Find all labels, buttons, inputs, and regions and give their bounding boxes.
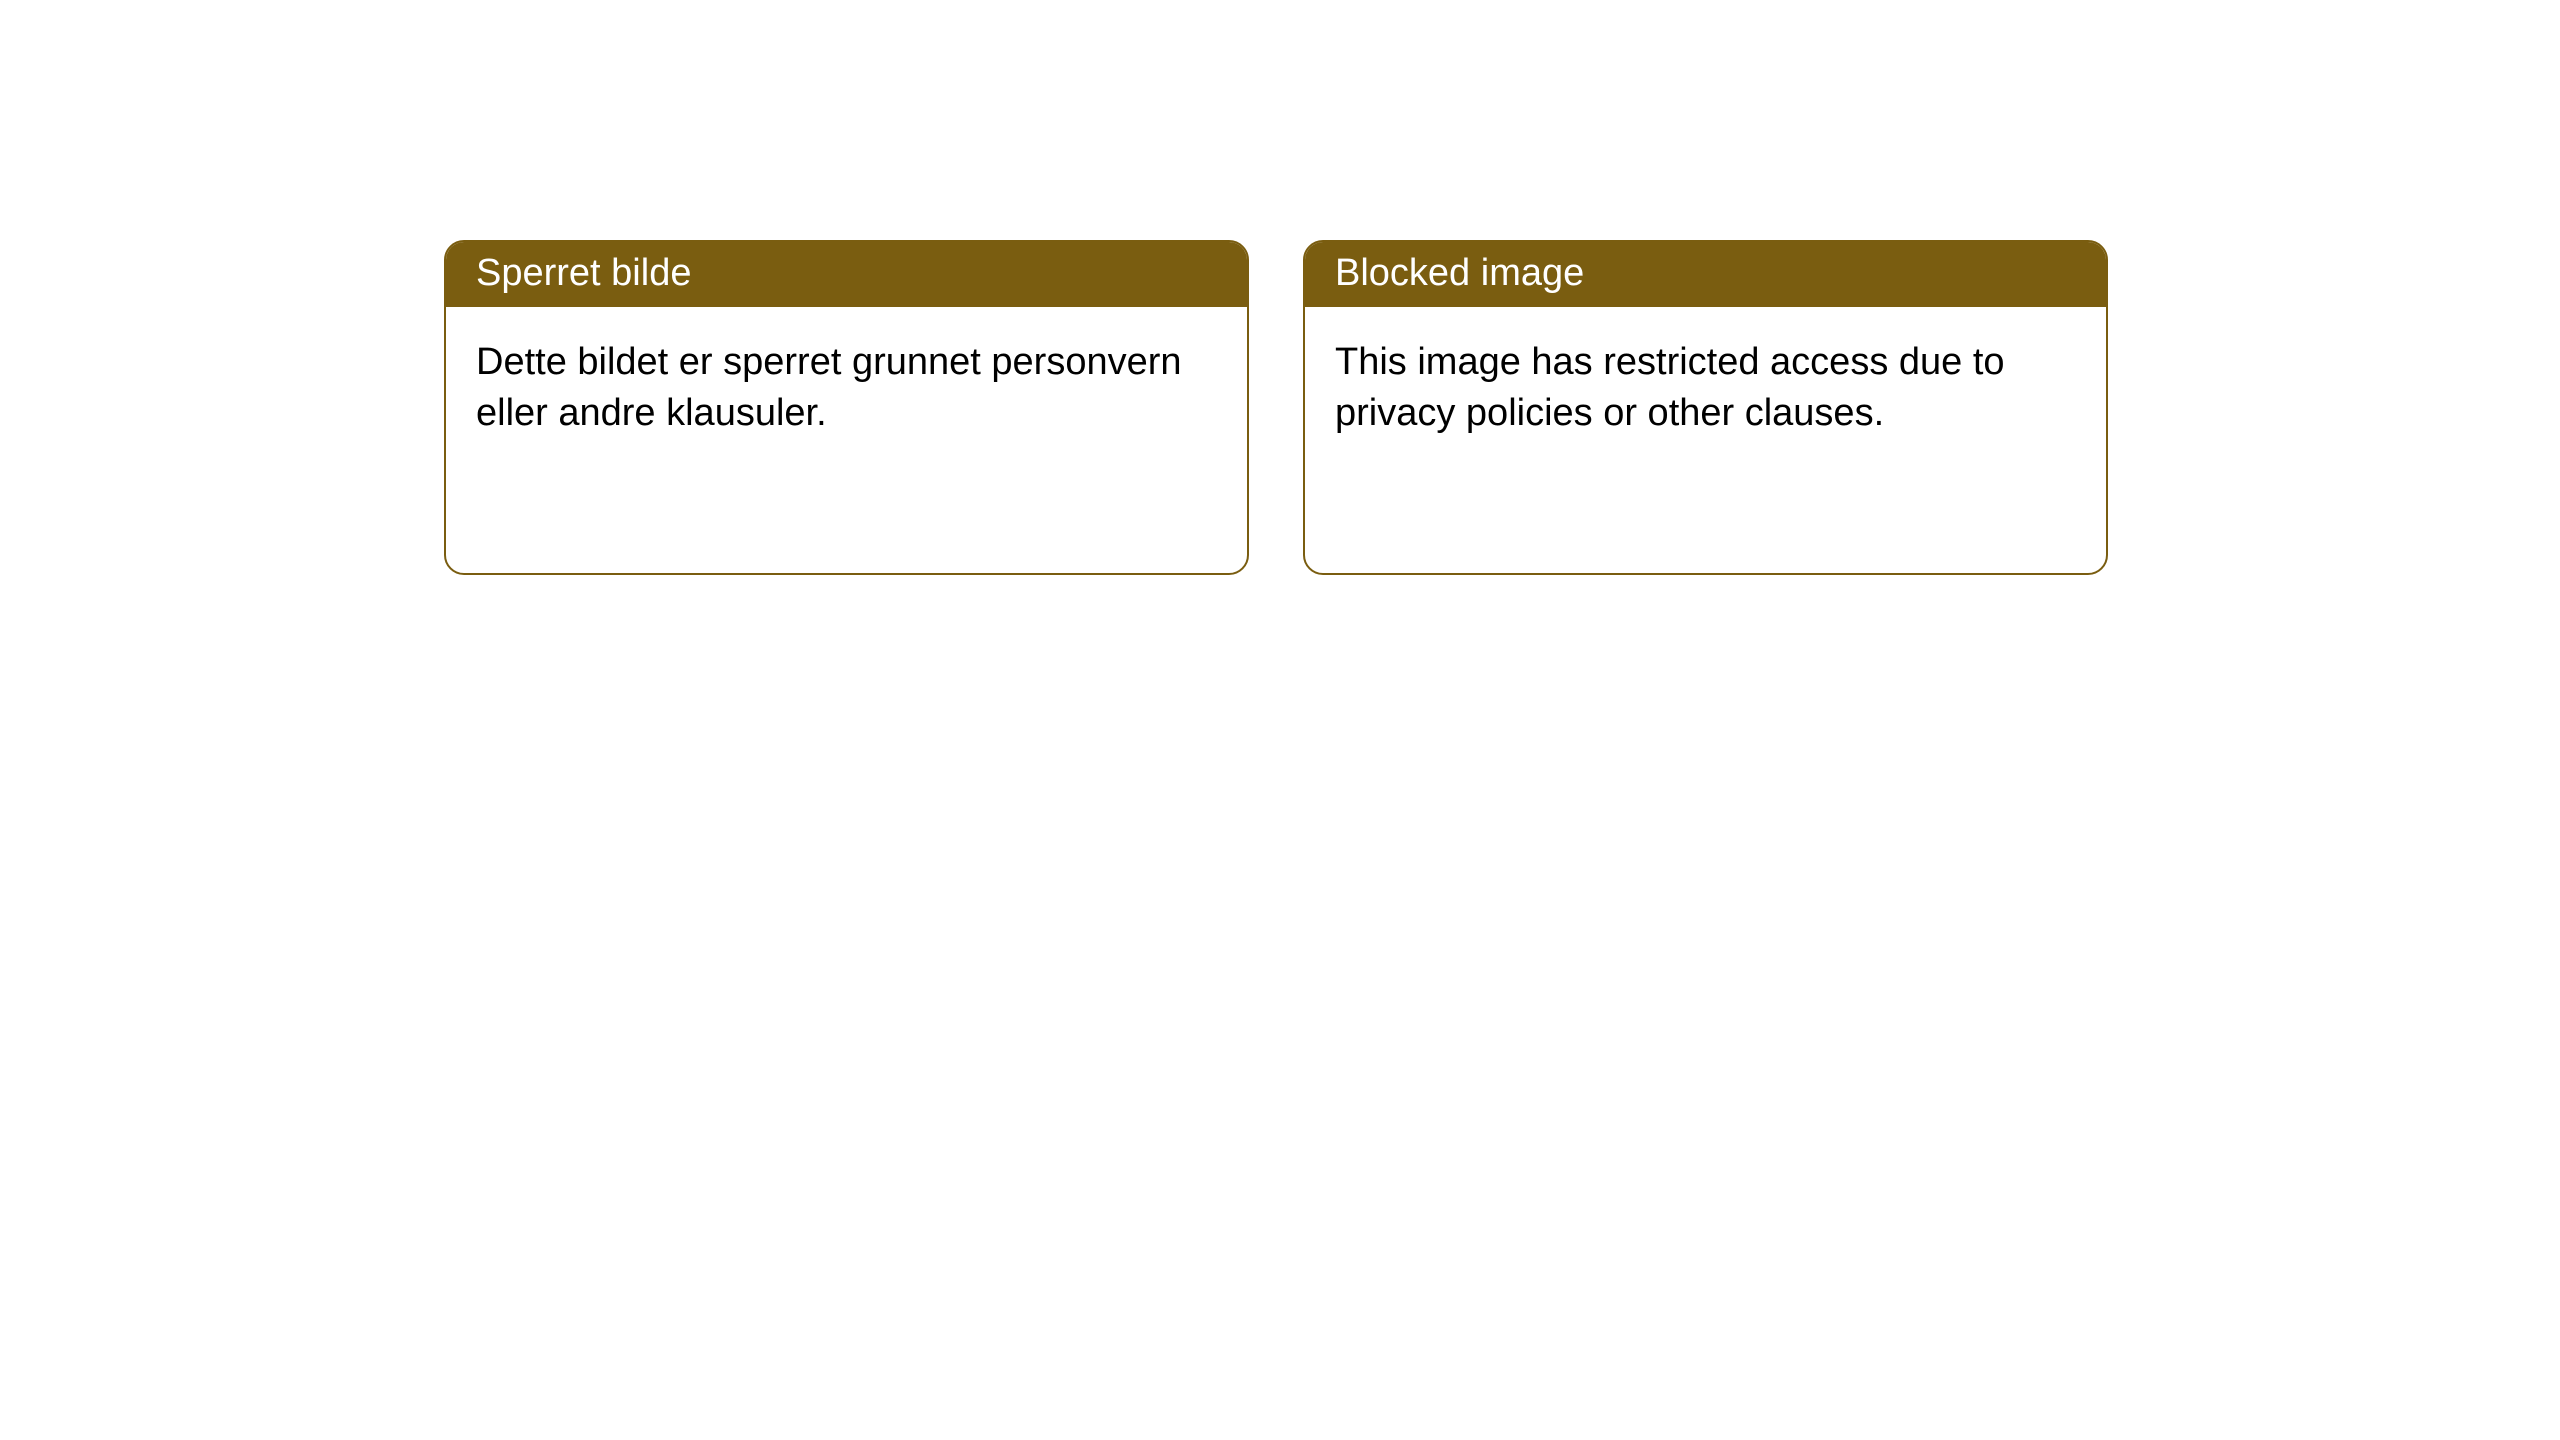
notice-card-english: Blocked image This image has restricted … xyxy=(1303,240,2108,575)
notice-container: Sperret bilde Dette bildet er sperret gr… xyxy=(0,0,2560,575)
notice-title: Sperret bilde xyxy=(446,242,1247,307)
notice-body: This image has restricted access due to … xyxy=(1305,307,2106,460)
notice-body: Dette bildet er sperret grunnet personve… xyxy=(446,307,1247,460)
notice-card-norwegian: Sperret bilde Dette bildet er sperret gr… xyxy=(444,240,1249,575)
notice-title: Blocked image xyxy=(1305,242,2106,307)
